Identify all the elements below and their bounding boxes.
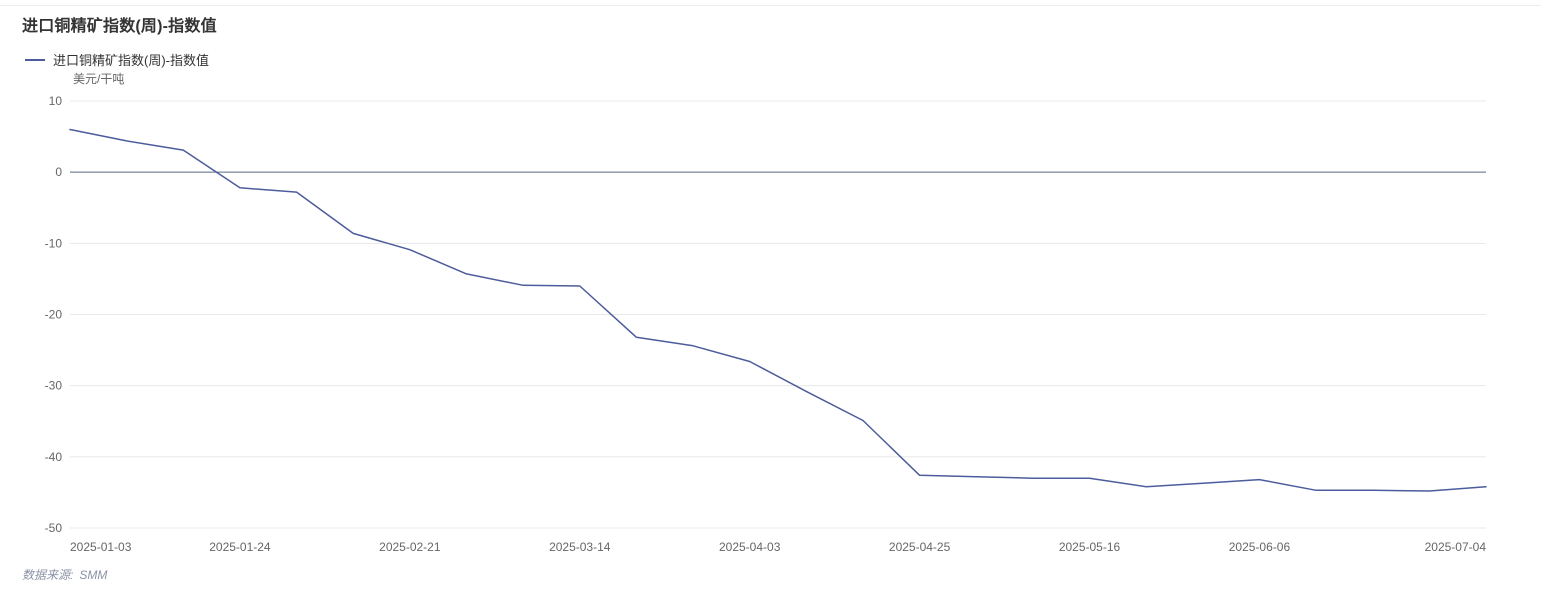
legend-item-label: 进口铜精矿指数(周)-指数值 <box>53 53 209 68</box>
y-axis-tick-label: -30 <box>45 379 63 393</box>
x-axis-tick-label: 2025-03-14 <box>549 540 611 554</box>
data-source-name: SMM <box>79 568 108 582</box>
data-source-note: 数据来源: SMM <box>22 566 107 583</box>
legend: 进口铜精矿指数(周)-指数值 <box>25 50 209 69</box>
y-axis-tick-label: -20 <box>45 308 63 322</box>
legend-item[interactable]: 进口铜精矿指数(周)-指数值 <box>25 50 209 69</box>
x-axis-tick-label: 2025-04-03 <box>719 540 781 554</box>
x-axis-tick-label: 2025-02-21 <box>379 540 441 554</box>
top-divider <box>0 5 1541 6</box>
chart-title: 进口铜精矿指数(周)-指数值 <box>22 18 217 35</box>
x-axis-tick-label: 2025-05-16 <box>1059 540 1121 554</box>
legend-line-marker-icon <box>25 58 45 61</box>
y-axis-tick-label: 0 <box>55 165 62 179</box>
y-axis-tick-label: -50 <box>45 521 63 535</box>
series-line[interactable] <box>69 128 1487 492</box>
x-axis-tick-label: 2025-04-25 <box>889 540 951 554</box>
x-axis-tick-label: 2025-06-06 <box>1229 540 1291 554</box>
x-axis-tick-label: 2025-01-24 <box>209 540 271 554</box>
y-axis-tick-label: 10 <box>49 94 63 108</box>
y-axis-tick-label: -40 <box>45 450 63 464</box>
x-axis-tick-label: 2025-01-03 <box>70 540 132 554</box>
data-source-label: 数据来源: <box>22 568 74 582</box>
x-axis-tick-label: 2025-07-04 <box>1425 540 1487 554</box>
y-axis-unit-label: 美元/干吨 <box>73 72 125 86</box>
y-axis-tick-label: -10 <box>45 236 63 250</box>
